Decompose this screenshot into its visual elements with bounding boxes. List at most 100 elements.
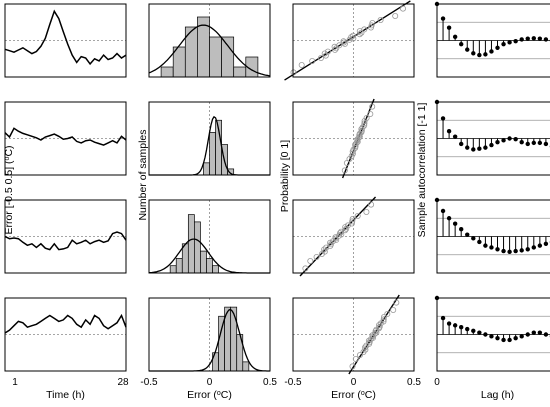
sample-point [361,118,368,125]
y-axis-label: Number of samples [137,129,149,220]
histogram-bar [194,221,201,274]
histogram-bar [175,258,183,274]
panel-frame [436,101,550,176]
sample-point [331,46,338,53]
sample-point [361,120,368,127]
acf-marker [459,325,464,330]
x-axis-label: Lag (h) [481,389,514,401]
acf-marker [507,136,512,141]
sample-point [324,48,331,55]
acf-marker [446,129,452,134]
acf-marker [519,37,524,42]
histogram-bar [200,250,207,274]
panel-frame [148,3,271,78]
panel-r3-c4 [434,197,550,274]
acf-marker [519,248,524,253]
sample-point [359,124,366,131]
sample-point [348,34,355,41]
sample-point [380,313,387,320]
acf-marker [452,34,458,40]
panel-frame [436,3,550,78]
sample-point [384,310,391,317]
y-axis-label: Error [-0.5 0.5] (oC) [3,145,15,234]
sample-point [399,5,406,12]
acf-marker [543,241,549,246]
sample-point [327,241,334,248]
sample-point [354,212,361,219]
x-axis-label: Time (h) [46,389,85,401]
error-series-line [4,313,127,334]
sample-point [327,239,334,246]
panel-frame [148,199,271,274]
acf-marker [531,330,536,335]
sample-point [342,227,349,234]
sample-point [336,230,343,237]
sample-point [371,330,378,337]
error-series-line [4,231,127,251]
acf-marker [452,134,458,139]
sample-point [356,351,363,358]
acf-marker [471,147,476,152]
sample-point [336,42,343,49]
sample-point [349,363,356,370]
acf-marker [489,142,494,148]
panel-frame [148,101,271,176]
x-axis-label: Error (oC) [187,389,232,401]
panel-frame [4,3,127,78]
x-tick-label: 0 [351,377,357,388]
panel-r1-c4 [434,1,550,78]
panel-r4-c4: 020 [434,295,550,388]
x-tick-label: -0.5 [284,377,302,388]
histogram-bar [169,265,177,274]
sample-point [361,26,368,33]
acf-marker [495,139,500,145]
sample-point [365,337,372,344]
acf-marker [495,335,500,341]
sample-point [307,257,314,264]
sample-point [367,111,374,118]
histogram-bar [209,36,222,78]
sample-point [363,208,370,215]
panel-frame [4,297,127,372]
x-axis-label: Error (oC) [331,389,376,401]
acf-marker [459,41,464,47]
acf-marker [483,52,488,57]
sample-point [361,344,368,351]
histogram-bar [203,162,210,176]
panel-frame [292,199,415,274]
panel-r1-c1 [4,3,127,78]
acf-marker [501,41,506,47]
panel-frame [292,3,415,78]
sample-point [375,322,382,329]
acf-marker [513,137,518,142]
x-tick-label: 0 [434,377,440,388]
panel-r4-c1: 1 28 [4,297,129,388]
acf-marker [531,140,536,146]
sample-point [332,234,339,241]
acf-marker [440,116,446,121]
acf-marker [495,247,500,252]
acf-marker [446,25,452,30]
histogram-bar [233,66,247,78]
sample-point [355,134,362,141]
sample-point [363,115,370,122]
sample-point [380,316,387,323]
sample-point [377,16,384,23]
sample-point [313,253,320,260]
sample-point [317,55,324,62]
acf-marker [471,236,476,241]
histogram-bar [212,265,219,274]
sample-point [369,19,376,26]
panel-frame [436,297,550,372]
sample-point [352,355,359,362]
histogram-bar [181,243,189,274]
panel-r2-c3 [292,98,415,179]
acf-marker [513,248,518,254]
sample-point [356,31,363,38]
acf-marker [452,323,458,328]
panel-r3-c2 [148,199,271,274]
acf-marker [543,37,549,42]
acf-marker [513,335,518,341]
panel-r4-c3: -0.5 0 0.5 [284,294,421,388]
